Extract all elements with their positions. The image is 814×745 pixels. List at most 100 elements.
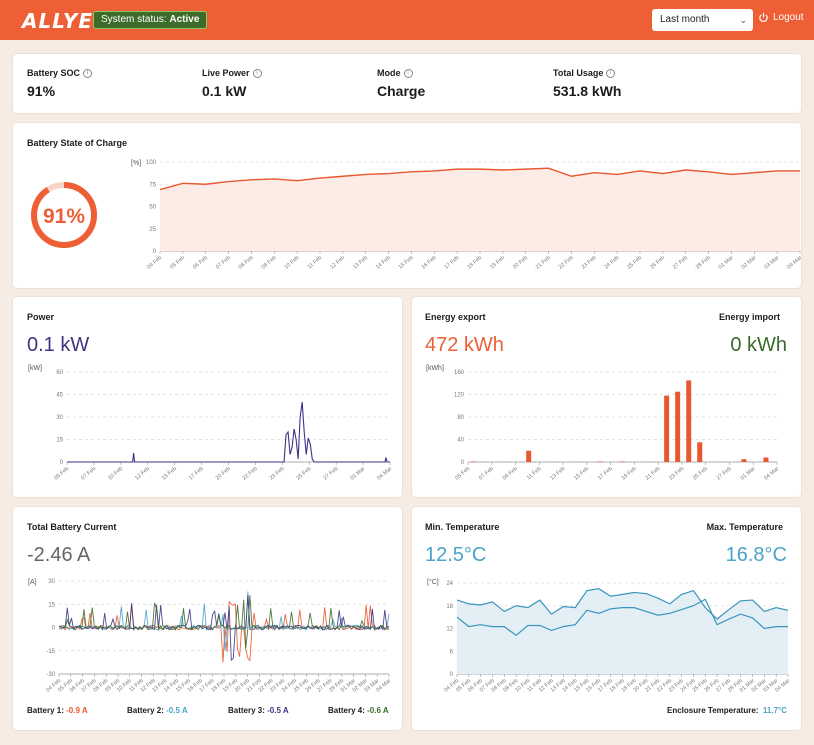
info-icon[interactable]: i xyxy=(83,68,93,78)
y-tick-label: 80 xyxy=(457,415,464,421)
energy-bar xyxy=(763,457,769,462)
enclosure-temp: Enclosure Temperature: 11.7°C xyxy=(667,706,787,715)
gauge-fill xyxy=(31,182,97,248)
y-tick-label: 75 xyxy=(149,182,156,188)
info-icon[interactable]: i xyxy=(403,68,413,78)
y-tick-label: 15 xyxy=(48,602,55,608)
x-tick-label: 27 Feb xyxy=(322,466,339,482)
battery-3-line xyxy=(58,595,390,661)
period-select[interactable]: Last month ⌄ xyxy=(652,9,753,31)
period-value: Last month xyxy=(660,14,710,25)
energy-bar xyxy=(471,461,477,462)
x-tick-label: 23 Feb xyxy=(269,466,286,482)
y-tick-label: 120 xyxy=(454,393,465,399)
x-tick-label: 23 Feb xyxy=(581,255,598,271)
energy-import-value: 0 kWh xyxy=(730,334,787,356)
battery-4-legend: Battery 4: -0.6 A xyxy=(328,706,389,715)
x-tick-label: 04 Mar xyxy=(763,466,780,482)
x-tick-label: 25 Feb xyxy=(626,255,643,271)
kpi-label: Mode xyxy=(377,68,401,78)
y-unit-label: [kW] xyxy=(28,365,42,372)
y-tick-label: 30 xyxy=(48,579,55,585)
x-tick-label: 07 Feb xyxy=(478,466,495,482)
y-tick-label: 30 xyxy=(56,415,63,421)
energy-bar xyxy=(697,442,703,462)
x-tick-label: 05 Feb xyxy=(454,466,471,482)
kpi-mode: Mode i Charge xyxy=(377,68,425,99)
y-unit-label: [A] xyxy=(28,579,37,586)
energy-export-title: Energy export xyxy=(425,312,486,322)
kpi-live-power: Live Power i 0.1 kW xyxy=(202,68,262,99)
top-bar: ALLYE System status: Active Last month ⌄… xyxy=(0,0,814,40)
y-tick-label: 0 xyxy=(461,460,465,466)
battery-4-line xyxy=(58,595,390,649)
kpi-label: Total Usage xyxy=(553,68,604,78)
x-tick-label: 12 Feb xyxy=(134,466,151,482)
x-tick-label: 07 Feb xyxy=(80,466,97,482)
x-tick-label: 17 Feb xyxy=(188,466,205,482)
y-tick-label: -30 xyxy=(46,672,55,678)
x-tick-label: 14 Feb xyxy=(375,255,392,271)
x-tick-label: 11 Feb xyxy=(307,255,324,270)
x-tick-label: 01 Mar xyxy=(740,466,757,482)
logout-label: Logout xyxy=(773,12,804,23)
status-badge: System status: Active xyxy=(93,11,208,29)
y-tick-label: 25 xyxy=(149,227,156,233)
kpi-battery-soc: Battery SOC i 91% xyxy=(27,68,93,99)
kpi-value: Charge xyxy=(377,83,426,99)
y-tick-label: 12 xyxy=(446,627,453,633)
x-tick-label: 04 Mar xyxy=(376,466,393,482)
max-temp-line xyxy=(456,588,789,620)
y-tick-label: 0 xyxy=(450,672,454,678)
current-value: -2.46 A xyxy=(27,544,91,566)
y-unit-label: [°C] xyxy=(427,578,439,586)
x-tick-label: 01 Mar xyxy=(718,255,735,271)
x-tick-label: 15 Feb xyxy=(398,255,415,271)
x-tick-label: 06 Feb xyxy=(192,255,209,271)
battery-2-line xyxy=(58,591,390,651)
x-tick-label: 19 Feb xyxy=(489,255,506,271)
soc-gauge: 91% xyxy=(31,182,97,248)
min-temp-value: 12.5°C xyxy=(425,544,487,566)
y-tick-label: 0 xyxy=(60,460,64,466)
battery-4-value: -0.6 A xyxy=(367,706,389,715)
chevron-down-icon: ⌄ xyxy=(739,15,747,25)
soc-title: Battery State of Charge xyxy=(27,138,128,148)
power-title: Power xyxy=(27,312,55,322)
energy-chart: [kWh] 0 40 80 120 160 05 Feb 07 Feb 09 Feb 11 Feb… xyxy=(426,365,780,482)
energy-import-title: Energy import xyxy=(718,312,780,322)
max-temp-title: Max. Temperature xyxy=(706,522,783,532)
info-icon[interactable]: i xyxy=(252,68,262,78)
x-tick-label: 10 Feb xyxy=(283,255,300,271)
x-tick-label: 16 Feb xyxy=(421,255,438,271)
kpi-value: 531.8 kWh xyxy=(553,83,622,99)
gauge-label: 91% xyxy=(43,205,85,228)
x-tick-label: 21 Feb xyxy=(644,466,661,482)
kpi-value: 91% xyxy=(27,83,56,99)
logout-button[interactable]: Logout xyxy=(758,12,804,23)
x-tick-label: 05 Feb xyxy=(169,255,186,271)
energy-bar xyxy=(526,450,532,462)
kpi-label: Battery SOC xyxy=(27,68,81,78)
soc-card: Battery State of Charge 91% [%] 0 25 50 75 10… xyxy=(13,123,801,288)
x-tick-label: 05 Feb xyxy=(53,466,70,482)
info-icon[interactable]: i xyxy=(606,68,616,78)
battery-3-value: -0.5 A xyxy=(267,706,289,715)
x-tick-label: 02 Mar xyxy=(741,255,758,271)
x-tick-label: 22 Feb xyxy=(558,255,575,271)
logo: ALLYE xyxy=(22,9,93,33)
x-tick-label: 22 Feb xyxy=(242,466,259,482)
min-temp-title: Min. Temperature xyxy=(425,522,500,532)
power-card: Power 0.1 kW [kW] 0 15 30 45 60 05 Feb 07 Feb 10… xyxy=(13,297,402,497)
y-tick-label: 40 xyxy=(457,438,464,444)
soc-chart: [%] 0 25 50 75 100 04 Feb 05 Feb 06 Feb 07 Feb 08 … xyxy=(131,160,801,271)
x-tick-label: 27 Feb xyxy=(672,255,689,271)
y-tick-label: 15 xyxy=(56,438,63,444)
x-tick-label: 04 Feb xyxy=(146,255,163,271)
x-tick-label: 25 Feb xyxy=(692,466,709,482)
x-tick-label: 15 Feb xyxy=(161,466,178,482)
x-tick-label: 23 Feb xyxy=(668,466,685,482)
x-tick-label: 24 Feb xyxy=(603,255,620,271)
power-chart: [kW] 0 15 30 45 60 05 Feb 07 Feb 10 Feb 12 Feb 15 … xyxy=(28,365,393,482)
soc-line xyxy=(159,167,800,191)
